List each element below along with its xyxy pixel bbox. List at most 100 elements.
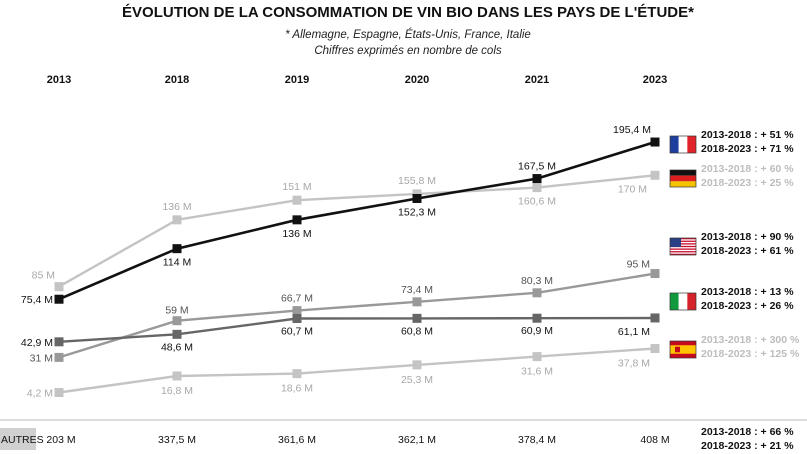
data-label-espagne-2023: 37,8 M xyxy=(618,357,650,369)
data-label-italie-2023: 61,1 M xyxy=(618,326,650,338)
data-label-etats-unis-2023: 95 M xyxy=(627,259,650,271)
data-label-allemagne-2023: 170 M xyxy=(618,183,647,195)
autres-value-2021: 378,4 M xyxy=(518,434,556,446)
data-label-italie-2018: 48,6 M xyxy=(161,341,193,353)
data-label-italie-2013: 42,9 M xyxy=(21,337,53,349)
data-point-france-2023 xyxy=(650,137,660,147)
data-label-espagne-2019: 18,6 M xyxy=(281,383,313,395)
data-point-espagne-2018 xyxy=(172,371,182,381)
data-label-allemagne-2021: 160,6 M xyxy=(518,196,556,208)
growth-rates: 2013-2018 : + 51 % 2018-2023 : + 71 % 2013… xyxy=(701,129,800,360)
growth-2018-2023-autres: 2018-2023 : + 21 % xyxy=(701,440,794,452)
autres-value-2023: 408 M xyxy=(640,434,669,446)
growth-2018-2023-espagne: 2018-2023 : + 125 % xyxy=(701,348,800,360)
growth-2018-2023-etats-unis: 2018-2023 : + 61 % xyxy=(701,245,794,257)
autres-row: AUTRES 203 M 337,5 M 361,6 M 362,1 M 378,4 M 4… xyxy=(0,419,807,452)
chart-subtitle-countries: * Allemagne, Espagne, États-Unis, France… xyxy=(285,28,531,41)
data-point-espagne-2020 xyxy=(412,360,422,370)
series-line-etats-unis xyxy=(58,272,656,359)
chart-title: ÉVOLUTION DE LA CONSOMMATION DE VIN BIO … xyxy=(122,4,694,21)
data-point-italie-2020 xyxy=(412,313,422,323)
autres-label-box xyxy=(0,428,36,450)
series-line-espagne xyxy=(58,347,656,394)
series-line-italie xyxy=(58,316,656,343)
data-point-france-2013 xyxy=(54,294,64,304)
italy-flag xyxy=(669,292,697,311)
data-point-espagne-2023 xyxy=(650,343,660,353)
data-point-france-2019 xyxy=(292,215,302,225)
growth-2013-2018-autres: 2013-2018 : + 66 % xyxy=(701,426,794,438)
data-point-italie-2013 xyxy=(54,337,64,347)
year-label-2018: 2018 xyxy=(165,74,189,86)
growth-2013-2018-allemagne: 2013-2018 : + 60 % xyxy=(701,163,794,175)
growth-2018-2023-france: 2018-2023 : + 71 % xyxy=(701,143,794,155)
data-label-etats-unis-2019: 66,7 M xyxy=(281,293,313,305)
data-label-allemagne-2020: 155,8 M xyxy=(398,175,436,187)
data-label-france-2020: 152,3 M xyxy=(398,206,436,218)
data-point-france-2018 xyxy=(172,244,182,254)
year-label-2023: 2023 xyxy=(643,74,667,86)
data-point-allemagne-2019 xyxy=(292,195,302,205)
data-label-etats-unis-2018: 59 M xyxy=(165,305,188,317)
data-point-italie-2019 xyxy=(292,313,302,323)
year-label-2021: 2021 xyxy=(525,74,549,86)
data-label-france-2018: 114 M xyxy=(163,257,191,269)
data-point-espagne-2019 xyxy=(292,369,302,379)
data-point-etats-unis-2019 xyxy=(292,306,302,316)
data-point-france-2021 xyxy=(532,174,542,184)
growth-2013-2018-espagne: 2013-2018 : + 300 % xyxy=(701,334,800,346)
autres-value-2019: 361,6 M xyxy=(278,434,316,446)
growth-2013-2018-etats-unis: 2013-2018 : + 90 % xyxy=(701,231,794,243)
year-axis: 2013 2018 2019 2020 2021 2023 xyxy=(47,74,667,86)
data-label-italie-2021: 60,9 M xyxy=(521,325,553,337)
year-label-2020: 2020 xyxy=(405,74,429,86)
data-point-france-2020 xyxy=(412,193,422,203)
growth-2013-2018-italie: 2013-2018 : + 13 % xyxy=(701,286,794,298)
data-point-espagne-2013 xyxy=(54,387,64,397)
data-point-allemagne-2013 xyxy=(54,282,64,292)
data-label-espagne-2018: 16,8 M xyxy=(161,385,193,397)
autres-label: AUTRES xyxy=(1,434,44,446)
data-label-italie-2019: 60,7 M xyxy=(281,325,313,337)
growth-2018-2023-allemagne: 2018-2023 : + 25 % xyxy=(701,177,794,189)
data-label-etats-unis-2020: 73,4 M xyxy=(401,284,433,296)
data-point-allemagne-2023 xyxy=(650,170,660,180)
data-point-italie-2021 xyxy=(532,313,542,323)
series-line-france xyxy=(58,140,656,301)
data-label-etats-unis-2013: 31 M xyxy=(30,352,53,364)
data-label-espagne-2020: 25,3 M xyxy=(401,374,433,386)
data-label-france-2013: 75,4 M xyxy=(21,294,53,306)
spain-flag xyxy=(669,340,697,359)
data-point-etats-unis-2013 xyxy=(54,352,64,362)
data-point-etats-unis-2023 xyxy=(650,269,660,279)
data-label-france-2021: 167,5 M xyxy=(518,161,556,173)
data-labels: 4,2 M 16,8 M 18,6 M 25,3 M 31,6 M 37,8 M 85 M 1… xyxy=(21,124,651,399)
series-lines xyxy=(54,137,660,397)
country-flags xyxy=(669,135,697,359)
data-point-allemagne-2021 xyxy=(532,183,542,193)
data-label-espagne-2021: 31,6 M xyxy=(521,366,553,378)
year-label-2013: 2013 xyxy=(47,74,71,86)
data-label-france-2019: 136 M xyxy=(282,228,311,240)
data-label-allemagne-2019: 151 M xyxy=(282,181,311,193)
autres-value-2018: 337,5 M xyxy=(158,434,196,446)
series-line-allemagne xyxy=(58,174,656,288)
germany-flag xyxy=(669,169,697,188)
data-label-allemagne-2013: 85 M xyxy=(32,270,55,282)
data-point-etats-unis-2020 xyxy=(412,297,422,307)
year-label-2019: 2019 xyxy=(285,74,309,86)
autres-value-2013: 203 M xyxy=(46,434,75,446)
autres-value-2020: 362,1 M xyxy=(398,434,436,446)
chart-subtitle-unit: Chiffres exprimés en nombre de cols xyxy=(314,45,502,57)
growth-2018-2023-italie: 2018-2023 : + 26 % xyxy=(701,300,794,312)
data-label-etats-unis-2021: 80,3 M xyxy=(521,275,553,287)
data-point-espagne-2021 xyxy=(532,352,542,362)
data-point-allemagne-2020 xyxy=(412,189,422,199)
usa-flag xyxy=(669,237,697,256)
data-point-italie-2023 xyxy=(650,313,660,323)
data-point-allemagne-2018 xyxy=(172,215,182,225)
data-label-france-2023: 195,4 M xyxy=(613,124,651,136)
growth-2013-2018-france: 2013-2018 : + 51 % xyxy=(701,129,794,141)
france-flag xyxy=(669,135,697,154)
